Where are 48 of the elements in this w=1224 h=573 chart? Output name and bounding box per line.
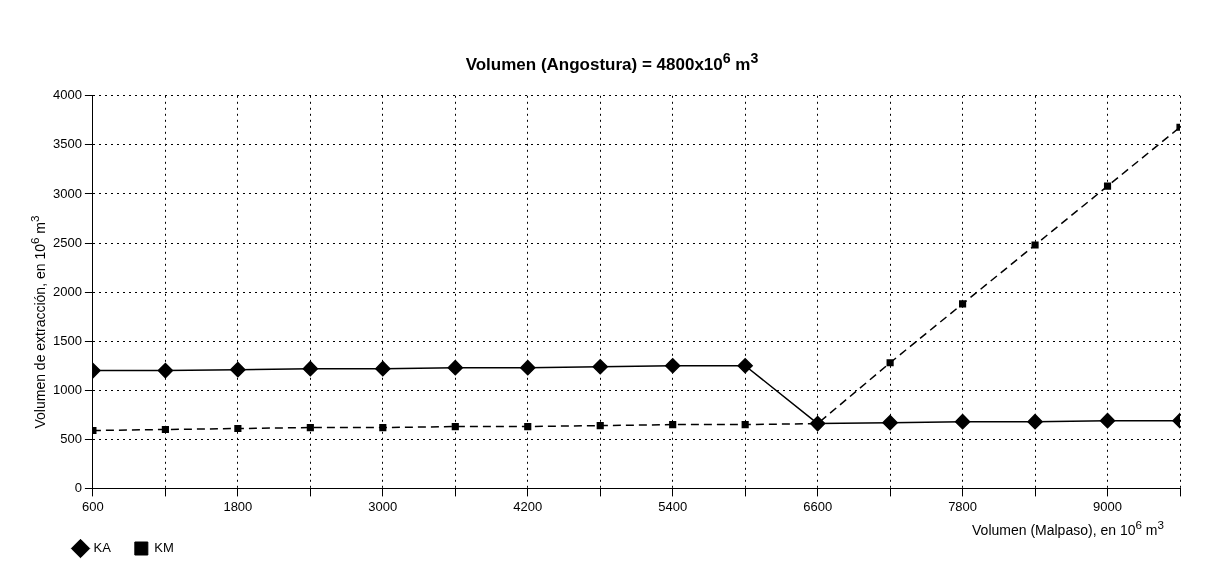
x-tick-label: 6600 (803, 498, 833, 514)
point (664, 357, 681, 374)
x-tick-label: 3000 (368, 498, 398, 514)
point (157, 362, 174, 379)
x-tick-label: 5400 (658, 498, 688, 514)
point (1099, 412, 1116, 429)
x-tick-label: 4200 (513, 498, 543, 514)
point (524, 422, 532, 431)
y-tick-label: 2000 (53, 283, 82, 299)
point (161, 425, 169, 434)
point (1031, 241, 1039, 249)
point (596, 422, 604, 430)
point (1103, 182, 1112, 190)
legend-label: KA (93, 540, 112, 556)
point (375, 360, 391, 377)
point (741, 421, 749, 429)
point (886, 359, 894, 367)
point (234, 424, 242, 433)
y-tick-label: 1500 (53, 332, 82, 348)
point (959, 300, 967, 308)
x-tick-label: 1800 (223, 498, 253, 514)
x-tick-label: 600 (82, 498, 104, 514)
point (447, 359, 464, 376)
y-tick-label: 3000 (53, 185, 82, 201)
point (954, 413, 971, 430)
point (379, 423, 387, 432)
y-tick-label: 3500 (53, 136, 82, 152)
point (306, 423, 314, 432)
point (230, 361, 246, 378)
point (882, 414, 898, 431)
point (592, 358, 608, 375)
y-tick-label: 1000 (53, 381, 82, 397)
chart-title: Volumen (Angostura) = 4800x10$^{6}$ m$^{3}$ (464, 50, 760, 75)
point (737, 357, 753, 374)
legend-label: KM (154, 540, 174, 556)
y-tick-label: 500 (60, 430, 82, 446)
point (669, 421, 677, 429)
point (1027, 413, 1043, 430)
point (520, 359, 536, 376)
y-tick-label: 0 (74, 479, 82, 495)
x-tick-label: 9000 (1093, 498, 1122, 514)
y-tick-label: 4000 (53, 87, 82, 103)
y-tick-label: 2500 (53, 234, 82, 250)
x-axis-title: Volumen (Malpaso), en 10$^{6}$ m$^{3}$ (972, 518, 1164, 538)
x-tick-label: 7800 (948, 498, 978, 514)
point (451, 422, 459, 431)
point (302, 360, 319, 377)
point (809, 415, 826, 432)
